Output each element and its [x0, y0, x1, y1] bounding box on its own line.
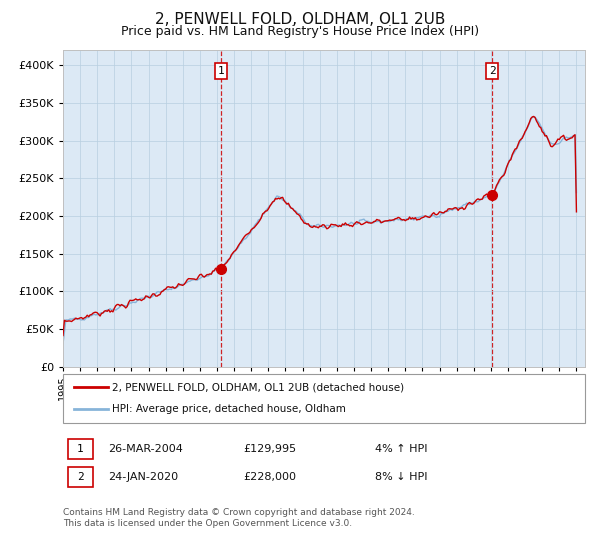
Text: HPI: Average price, detached house, Oldham: HPI: Average price, detached house, Oldh… — [112, 404, 346, 414]
Text: 4% ↑ HPI: 4% ↑ HPI — [375, 444, 427, 454]
Text: 2, PENWELL FOLD, OLDHAM, OL1 2UB: 2, PENWELL FOLD, OLDHAM, OL1 2UB — [155, 12, 445, 27]
Text: 2: 2 — [488, 66, 496, 76]
Text: Price paid vs. HM Land Registry's House Price Index (HPI): Price paid vs. HM Land Registry's House … — [121, 25, 479, 38]
Text: Contains HM Land Registry data © Crown copyright and database right 2024.
This d: Contains HM Land Registry data © Crown c… — [63, 508, 415, 528]
Text: 2: 2 — [77, 472, 84, 482]
Text: 1: 1 — [218, 66, 224, 76]
Text: 26-MAR-2004: 26-MAR-2004 — [108, 444, 183, 454]
Text: £129,995: £129,995 — [243, 444, 296, 454]
Text: 1: 1 — [77, 444, 84, 454]
Text: 2, PENWELL FOLD, OLDHAM, OL1 2UB (detached house): 2, PENWELL FOLD, OLDHAM, OL1 2UB (detach… — [112, 382, 404, 393]
Text: 24-JAN-2020: 24-JAN-2020 — [108, 472, 178, 482]
Text: 8% ↓ HPI: 8% ↓ HPI — [375, 472, 427, 482]
Text: £228,000: £228,000 — [243, 472, 296, 482]
